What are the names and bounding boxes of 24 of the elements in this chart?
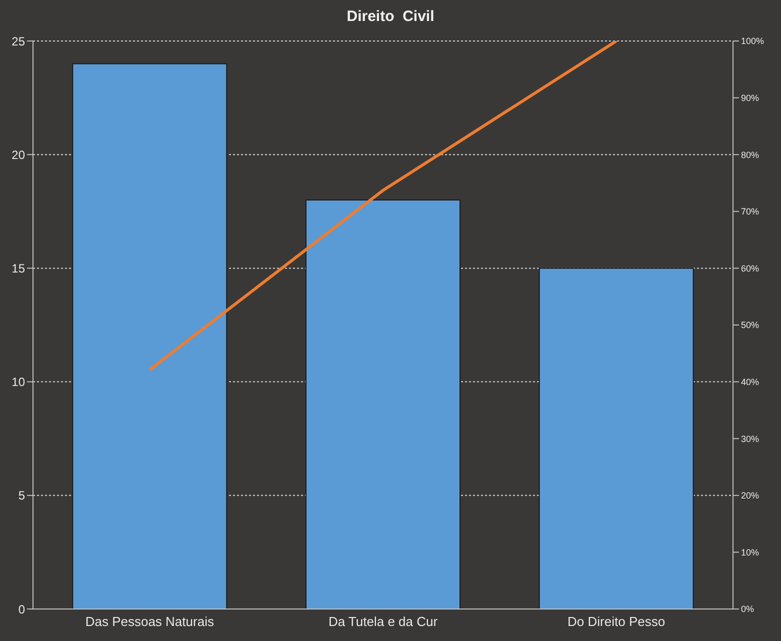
y2-tick-label: 20% — [741, 490, 760, 501]
y2-tick-label: 90% — [741, 92, 760, 103]
x-tick-label: Do Direito Pesso — [568, 614, 666, 630]
y2-tick-label: 30% — [741, 434, 760, 444]
y-tick-label: 10 — [12, 375, 26, 390]
bar — [72, 63, 228, 609]
y-tick-label: 25 — [12, 34, 26, 48]
y2-tick-label: 100% — [741, 36, 764, 46]
y-tick-label: 15 — [12, 261, 26, 276]
chart-title: Direito Civil — [346, 7, 436, 27]
y2-tick-label: 80% — [741, 150, 760, 160]
x-tick-label: Da Tutela e da Cur — [328, 614, 438, 630]
y-tick-label: 20 — [12, 148, 26, 162]
x-tick-label: Das Pessoas Naturais — [85, 614, 214, 630]
y-tick-label: 5 — [18, 488, 26, 503]
bar — [306, 200, 460, 609]
y2-tick-label: 40% — [741, 376, 760, 387]
y-tick-label: 0 — [18, 602, 26, 616]
y2-tick-label: 60% — [741, 263, 760, 274]
bar — [538, 268, 694, 609]
y2-tick-label: 10% — [741, 547, 760, 558]
y2-tick-label: 0% — [741, 604, 754, 614]
y2-tick-label: 50% — [741, 320, 760, 330]
y2-tick-label: 70% — [741, 206, 760, 217]
